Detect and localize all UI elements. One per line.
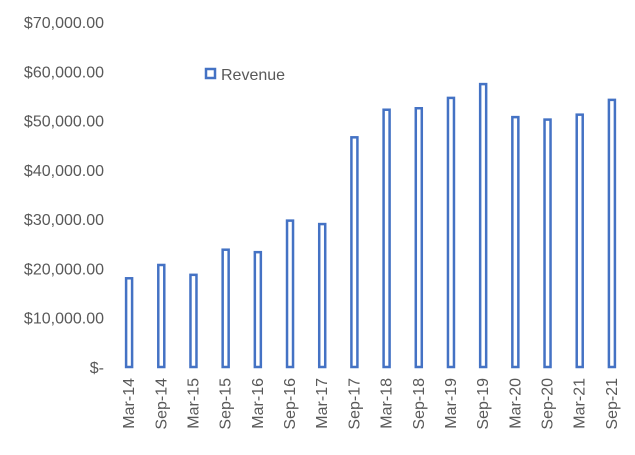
legend: Revenue (204, 67, 285, 84)
x-tick-label: Mar-19 (443, 378, 460, 429)
x-tick-label: Mar-15 (185, 378, 202, 429)
x-tick-label: Mar-17 (314, 378, 331, 429)
y-tick-label: $40,000.00 (24, 163, 104, 180)
x-tick-label: Sep-15 (218, 378, 235, 430)
bar-Sep-17 (350, 136, 359, 369)
bar-Mar-20 (511, 115, 520, 369)
bar-Sep-19 (478, 82, 488, 369)
x-tick-label: Sep-21 (604, 378, 621, 430)
y-tick-label: $30,000.00 (24, 212, 104, 229)
x-tick-label: Mar-16 (250, 378, 267, 429)
bar-Mar-17 (317, 222, 327, 369)
y-tick-label: $70,000.00 (24, 15, 104, 32)
x-tick-label: Sep-20 (540, 378, 557, 430)
x-axis: Mar-14 Sep-14 Mar-15 Sep-15 Mar-16 Sep-16 Mar-… (121, 378, 621, 430)
bar-Sep-15 (221, 248, 230, 369)
y-axis: $- $10,000.00 $20,000.00 $30,000.00 $40,000.… (24, 15, 104, 377)
x-tick-label: Sep-14 (153, 378, 170, 430)
bar-Mar-14 (124, 277, 134, 369)
y-tick-label: $- (90, 360, 104, 377)
bar-Mar-19 (446, 96, 456, 369)
y-tick-label: $60,000.00 (24, 64, 104, 81)
x-tick-label: Mar-21 (572, 378, 589, 429)
x-tick-label: Mar-18 (379, 378, 396, 429)
bar-Mar-16 (253, 250, 263, 369)
x-tick-label: Sep-18 (411, 378, 428, 430)
bar-Mar-18 (382, 108, 391, 369)
x-tick-label: Mar-14 (121, 378, 138, 429)
bar-Sep-14 (157, 263, 166, 369)
bar-Sep-21 (607, 98, 617, 369)
y-tick-label: $50,000.00 (24, 114, 104, 131)
legend-label-revenue: Revenue (221, 67, 285, 84)
y-tick-label: $20,000.00 (24, 261, 104, 278)
bar-Mar-15 (189, 273, 198, 369)
bar-Sep-20 (543, 118, 552, 369)
x-tick-label: Sep-19 (475, 378, 492, 430)
bars (124, 82, 617, 369)
x-tick-label: Mar-20 (507, 378, 524, 429)
bar-Sep-18 (414, 107, 424, 369)
bar-Sep-16 (285, 219, 295, 369)
bar-Mar-21 (575, 113, 584, 369)
x-tick-label: Sep-16 (282, 378, 299, 430)
y-tick-label: $10,000.00 (24, 311, 104, 328)
legend-swatch-revenue (204, 67, 217, 80)
x-tick-label: Sep-17 (346, 378, 363, 430)
